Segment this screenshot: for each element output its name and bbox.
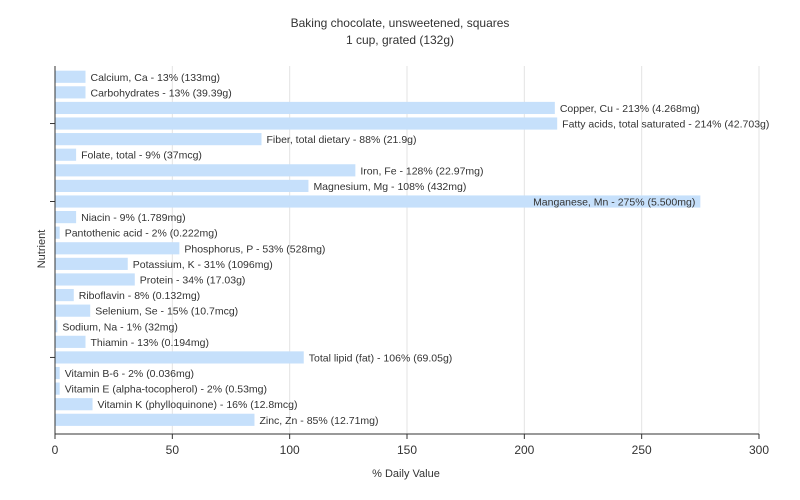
chart-subtitle: 1 cup, grated (132g) — [346, 33, 454, 47]
bar — [55, 257, 128, 270]
bar — [55, 242, 180, 255]
bar — [55, 366, 60, 380]
x-tick-label: 50 — [166, 443, 180, 457]
bar-label: Vitamin B-6 - 2% (0.036mg) — [65, 368, 194, 380]
bar-label: Thiamin - 13% (0.194mg) — [91, 337, 209, 349]
bar-label: Fiber, total dietary - 88% (21.9g) — [267, 134, 417, 146]
bar — [55, 86, 86, 99]
bar-label: Carbohydrates - 13% (39.39g) — [91, 87, 232, 99]
bar — [55, 101, 555, 115]
bar — [55, 351, 304, 364]
bar-label: Zinc, Zn - 85% (12.71mg) — [259, 415, 378, 427]
bar-label: Selenium, Se - 15% (10.7mcg) — [95, 306, 238, 318]
bar-label: Sodium, Na - 1% (32mg) — [62, 321, 178, 333]
bar — [55, 335, 86, 348]
x-axis-label: % Daily Value — [372, 468, 440, 480]
x-tick-label: 250 — [632, 443, 652, 457]
bar — [55, 413, 255, 426]
bar — [55, 164, 356, 177]
y-axis-label: Nutrient — [36, 230, 48, 269]
axes — [50, 66, 760, 439]
bar-label: Magnesium, Mg - 108% (432mg) — [313, 181, 466, 193]
bar-label: Manganese, Mn - 275% (5.500mg) — [533, 197, 695, 209]
bar — [55, 117, 558, 130]
bar-label: Vitamin E (alpha-tocopherol) - 2% (0.53m… — [65, 384, 267, 396]
bar-label: Folate, total - 9% (37mcg) — [81, 150, 202, 162]
bar — [55, 179, 309, 192]
bar-label: Protein - 34% (17.03g) — [140, 274, 246, 286]
x-tick-label: 0 — [52, 443, 59, 457]
bar-label: Total lipid (fat) - 106% (69.05g) — [309, 352, 453, 364]
bar-label: Iron, Fe - 128% (22.97mg) — [360, 165, 483, 177]
bar-labels: Calcium, Ca - 13% (133mg) Carbohydrates -… — [62, 72, 769, 427]
bar — [55, 382, 60, 395]
bar — [55, 195, 701, 208]
chart-title: Baking chocolate, unsweetened, squares — [291, 16, 510, 30]
bar-label: Pantothenic acid - 2% (0.222mg) — [65, 228, 218, 240]
bar-label: Calcium, Ca - 13% (133mg) — [91, 72, 221, 84]
bar — [55, 148, 77, 161]
x-tick-labels: 0 50 100 150 200 250 300 — [52, 443, 770, 457]
x-tick-label: 300 — [749, 443, 769, 457]
bar — [55, 288, 74, 302]
bar-label: Potassium, K - 31% (1096mg) — [133, 259, 273, 271]
bar-label: Copper, Cu - 213% (4.268mg) — [560, 103, 700, 115]
x-tick-label: 100 — [280, 443, 300, 457]
bar — [55, 70, 86, 83]
x-tick-label: 200 — [514, 443, 534, 457]
bar-label: Vitamin K (phylloquinone) - 16% (12.8mcg… — [98, 399, 298, 411]
x-tick-label: 150 — [397, 443, 417, 457]
bar — [55, 398, 93, 411]
bar — [55, 133, 262, 146]
bar-label: Fatty acids, total saturated - 214% (42.… — [562, 119, 769, 131]
bar — [55, 304, 91, 317]
bar — [55, 211, 77, 224]
bar-label: Niacin - 9% (1.789mg) — [81, 212, 185, 224]
bars — [55, 70, 701, 426]
bar — [55, 273, 135, 286]
bar-label: Phosphorus, P - 53% (528mg) — [184, 243, 325, 255]
bar-label: Riboflavin - 8% (0.132mg) — [79, 290, 200, 302]
bar — [55, 226, 60, 239]
bar — [55, 320, 58, 333]
